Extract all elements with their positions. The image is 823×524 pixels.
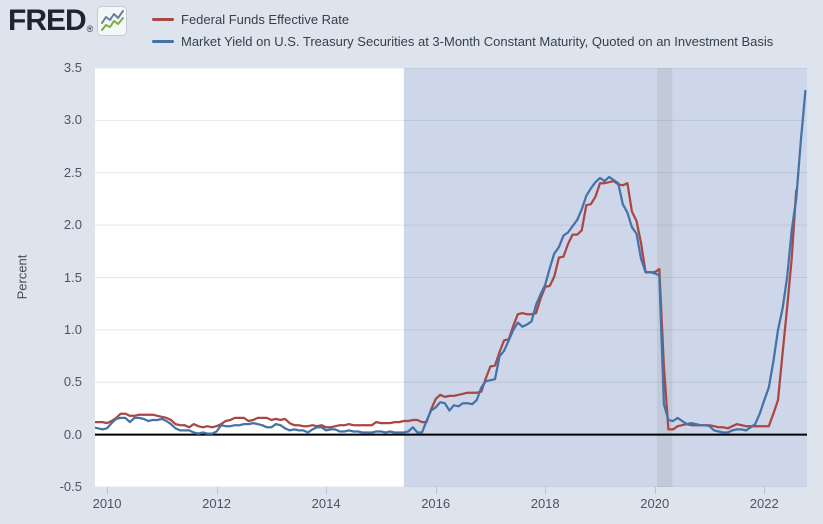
series-line-0	[95, 179, 798, 431]
x-tick-mark	[545, 487, 547, 494]
y-tick-label: 1.5	[63, 269, 82, 285]
legend-label-3month-treasury-yield: Market Yield on U.S. Treasury Securities…	[181, 33, 774, 49]
x-tick-label: 2010	[92, 496, 122, 511]
y-tick-label: -0.5	[59, 479, 82, 494]
y-tick-label: 3.0	[63, 112, 82, 128]
chart-plot-area[interactable]	[95, 68, 807, 487]
x-tick-label: 2012	[202, 496, 232, 511]
x-tick-label: 2022	[749, 496, 779, 511]
x-tick-label: 2016	[421, 496, 451, 511]
x-tick-mark	[216, 487, 218, 494]
y-tick-label: 2.0	[63, 217, 82, 233]
x-tick-label: 2020	[640, 496, 670, 511]
fred-logo[interactable]: FRED ®	[8, 4, 128, 38]
legend-item-fed-funds-rate[interactable]: Federal Funds Effective Rate	[152, 8, 773, 30]
x-tick-mark	[107, 487, 109, 494]
registered-mark: ®	[86, 24, 94, 34]
y-tick-label: 2.5	[63, 164, 82, 180]
x-tick-mark	[764, 487, 766, 494]
highlight-region	[403, 68, 807, 487]
x-tick-mark	[654, 487, 656, 494]
legend-swatch-blue-line	[152, 39, 174, 43]
legend-swatch-red-line	[152, 17, 174, 21]
y-tick-label: 3.5	[63, 60, 82, 75]
x-tick-mark	[435, 487, 437, 494]
y-tick-label: 0.5	[63, 374, 82, 390]
y-axis-title: Percent	[14, 254, 30, 300]
x-tick-label: 2014	[311, 496, 341, 511]
recession-band	[656, 68, 673, 487]
fred-sparkline-icon	[97, 6, 128, 36]
x-tick-label: 2018	[530, 496, 560, 511]
legend-item-3month-treasury-yield[interactable]: Market Yield on U.S. Treasury Securities…	[152, 30, 773, 52]
series-line-1	[95, 89, 807, 435]
chart-legend: Federal Funds Effective Rate Market Yiel…	[152, 8, 773, 52]
y-tick-label: 1.0	[63, 321, 82, 337]
chart-svg[interactable]	[95, 68, 807, 487]
x-tick-mark	[326, 487, 328, 494]
legend-label-fed-funds-rate: Federal Funds Effective Rate	[181, 11, 350, 27]
fred-logo-text: FRED	[8, 4, 87, 37]
y-tick-label: 0.0	[63, 426, 82, 442]
